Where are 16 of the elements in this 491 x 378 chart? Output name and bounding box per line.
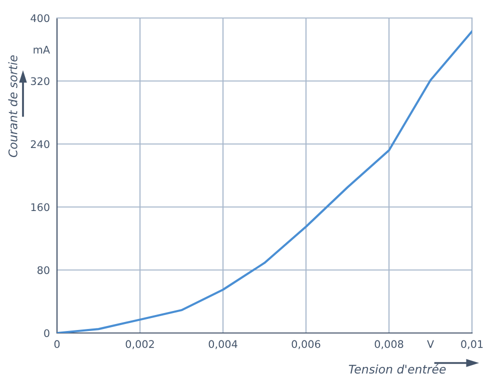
x-tick-label: 0 [54, 340, 60, 348]
y-tick-label: 80 [38, 266, 50, 274]
x-tick-label: 0,008 [374, 340, 404, 350]
x-tick-label: 0,004 [208, 340, 238, 350]
x-tick-label: 0,002 [126, 340, 154, 350]
y-tick-label: 160 [31, 203, 50, 212]
x-axis-title: Tension d'entrée [348, 364, 446, 374]
y-tick-label: 240 [30, 140, 50, 148]
x-tick-label: 0,006 [292, 340, 320, 350]
y-axis-title: Courant de sortie [8, 55, 18, 158]
y-tick-label: 400 [30, 14, 50, 22]
y-tick-label: 0 [44, 329, 50, 338]
y-tick-label: 320 [30, 77, 50, 86]
x-tick-label: V [427, 340, 434, 348]
x-tick-label: 0,01 [461, 340, 483, 350]
y-tick-label: mA [34, 46, 50, 54]
